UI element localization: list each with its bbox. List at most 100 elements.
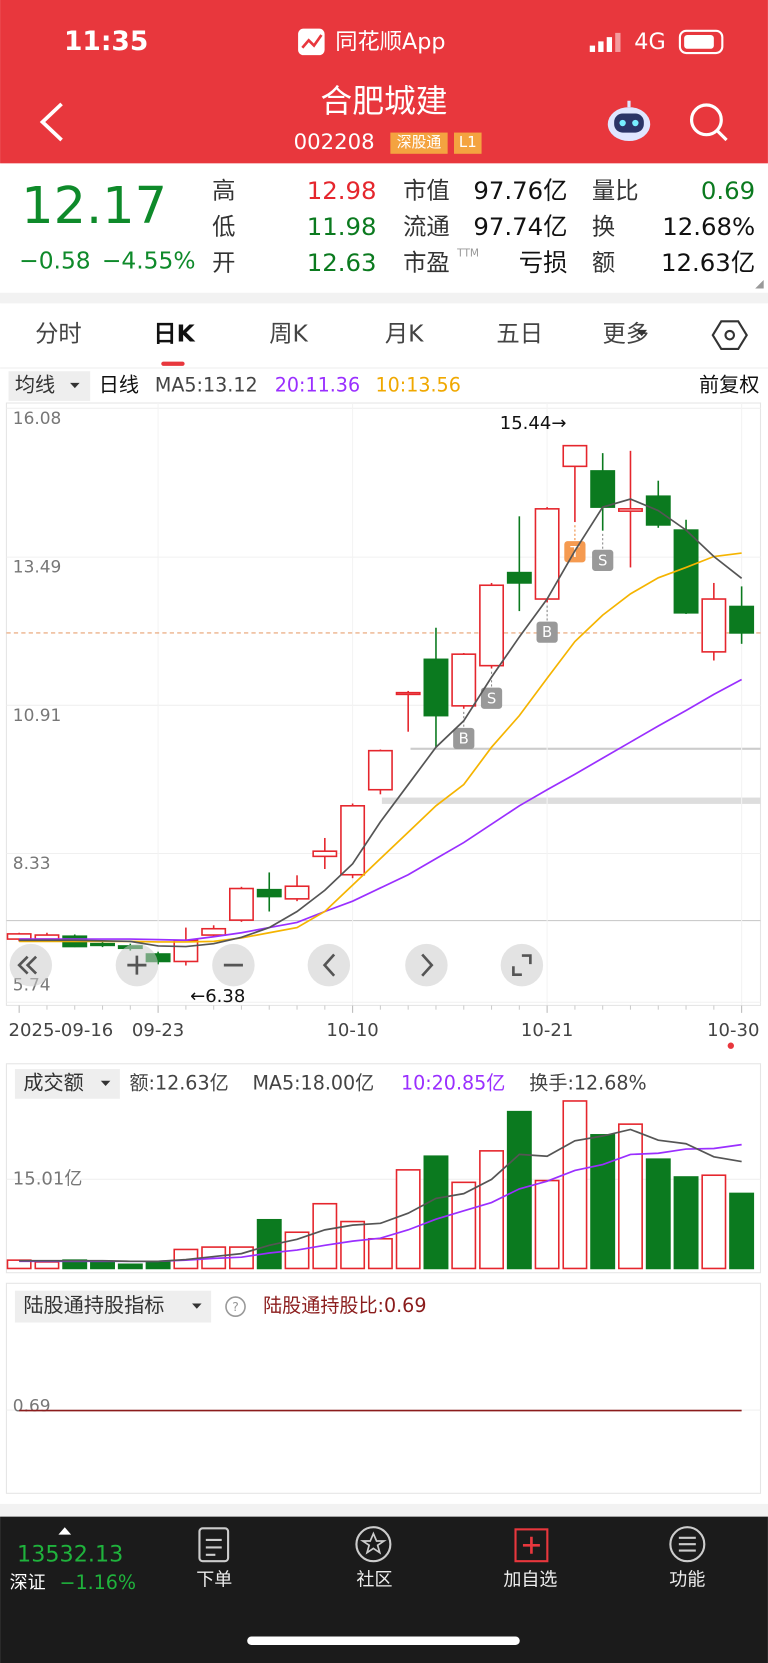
- bottom-item[interactable]: 社区: [356, 1569, 392, 1590]
- ma20-line: [19, 678, 743, 942]
- x-tick-label: 2025-09-16: [9, 1020, 114, 1041]
- stat-label: 换: [592, 213, 615, 241]
- battery: [678, 29, 724, 55]
- stat-label: 量比: [592, 176, 639, 204]
- index-change: −1.16%: [59, 1571, 136, 1594]
- help-icon[interactable]: [225, 1296, 246, 1317]
- price-change: −0.58: [19, 246, 91, 274]
- candle-body: [201, 927, 227, 936]
- settings-dot: [724, 329, 736, 341]
- bottom-item[interactable]: 功能: [669, 1569, 705, 1590]
- help-mark: ?: [232, 1299, 239, 1314]
- stock-name: 合肥城建: [320, 82, 447, 120]
- zoom-out-all-button[interactable]: [9, 943, 53, 987]
- stat-label: 低: [212, 213, 235, 241]
- dropdown-arrow: [70, 382, 80, 389]
- tag: L1: [459, 134, 477, 151]
- stat-value: 97.74亿: [473, 212, 567, 241]
- high-label: 15.44→: [500, 413, 567, 434]
- stat-value: 97.76亿: [473, 176, 567, 205]
- stat-label: 额: [592, 249, 615, 277]
- more-arrow: [636, 329, 648, 337]
- candle-body: [729, 605, 755, 634]
- tag-box: [453, 132, 482, 154]
- stat-value: 亏损: [519, 248, 568, 277]
- watchlist-icon: [514, 1528, 549, 1563]
- back-button[interactable]: [39, 102, 63, 142]
- trade-marker-label: S: [598, 552, 607, 569]
- stat-label: 开: [212, 249, 235, 277]
- prev-button[interactable]: [307, 943, 351, 987]
- tab[interactable]: 月K: [385, 320, 424, 348]
- adjust-mode[interactable]: 前复权: [699, 373, 759, 397]
- candle-body: [423, 658, 449, 717]
- chart-controls: [9, 943, 544, 987]
- stock-code: 002208: [294, 130, 375, 155]
- trade-marker: [453, 727, 475, 750]
- bottom-item[interactable]: 下单: [196, 1569, 232, 1590]
- candle-body: [284, 885, 310, 900]
- turnover: 换手:12.68%: [529, 1071, 646, 1094]
- trade-marker-label: B: [542, 624, 552, 641]
- signal: [589, 32, 621, 52]
- indicator-select[interactable]: [14, 1069, 120, 1099]
- candle-body: [506, 571, 532, 584]
- volume-bar: [534, 1179, 560, 1270]
- stat-value: 12.63: [307, 248, 377, 277]
- order-icon: [198, 1527, 230, 1563]
- indicator-name: 均线: [15, 373, 55, 397]
- volume-bar: [423, 1155, 449, 1270]
- candle-body: [395, 691, 421, 696]
- volume-bar: [506, 1110, 532, 1270]
- candle-body: [590, 470, 616, 508]
- expand-arrow[interactable]: [58, 1527, 72, 1535]
- dropdown-arrow: [192, 1303, 202, 1309]
- volume-bar: [618, 1123, 643, 1270]
- tab-indicator: [161, 361, 185, 366]
- stat-label: 市盈: [403, 249, 450, 277]
- x-tick-label: 10-21: [521, 1020, 573, 1041]
- fullscreen-button[interactable]: [500, 943, 544, 987]
- tab[interactable]: 五日: [496, 320, 543, 348]
- volume-frame: [5, 1063, 762, 1274]
- ma10-label: 10:13.56: [376, 374, 461, 397]
- kline-frame: [5, 402, 762, 1006]
- volume-bar: [451, 1181, 477, 1270]
- candle-body: [367, 749, 393, 791]
- vol-ma5-line: [19, 1128, 742, 1263]
- community-icon: [355, 1526, 392, 1563]
- trade-marker: [592, 549, 614, 571]
- assistant-icon[interactable]: [607, 100, 651, 142]
- candle-body: [479, 584, 505, 667]
- tab[interactable]: 日K: [153, 320, 195, 348]
- y-tick-label: 0.69: [13, 1395, 51, 1415]
- function-icon: [669, 1526, 706, 1563]
- bottom-item[interactable]: 加自选: [503, 1569, 557, 1590]
- y-tick-label: 8.33: [13, 853, 51, 873]
- trade-marker: [480, 687, 503, 709]
- tab[interactable]: 分时: [35, 320, 82, 348]
- vol-ma10: 10:20.85亿: [401, 1071, 505, 1094]
- stat-sup: TTM: [456, 247, 479, 259]
- dropdown-arrow: [100, 1080, 111, 1087]
- indicator-select[interactable]: [14, 1290, 212, 1323]
- next-button[interactable]: [405, 943, 448, 987]
- support-band: [381, 797, 761, 804]
- time: 11:35: [64, 26, 148, 57]
- tab[interactable]: 周K: [269, 320, 308, 348]
- ma5-label: MA5:13.12: [155, 374, 258, 397]
- holdings-ratio: 陆股通持股比:0.69: [263, 1294, 426, 1317]
- app-name: 同花顺App: [335, 29, 445, 55]
- y-tick-label: 10.91: [13, 705, 62, 725]
- candle-body: [340, 805, 366, 876]
- candle-body: [90, 942, 115, 947]
- volume-bar: [729, 1192, 755, 1270]
- support-line: [410, 747, 761, 750]
- volume-bar: [367, 1237, 393, 1270]
- index-name: 深证: [10, 1572, 46, 1593]
- search-button[interactable]: [689, 103, 728, 142]
- period: 日线: [99, 373, 139, 397]
- corner-mark: [755, 279, 764, 289]
- stat-label: 市值: [403, 176, 450, 204]
- settings-button[interactable]: [711, 320, 748, 350]
